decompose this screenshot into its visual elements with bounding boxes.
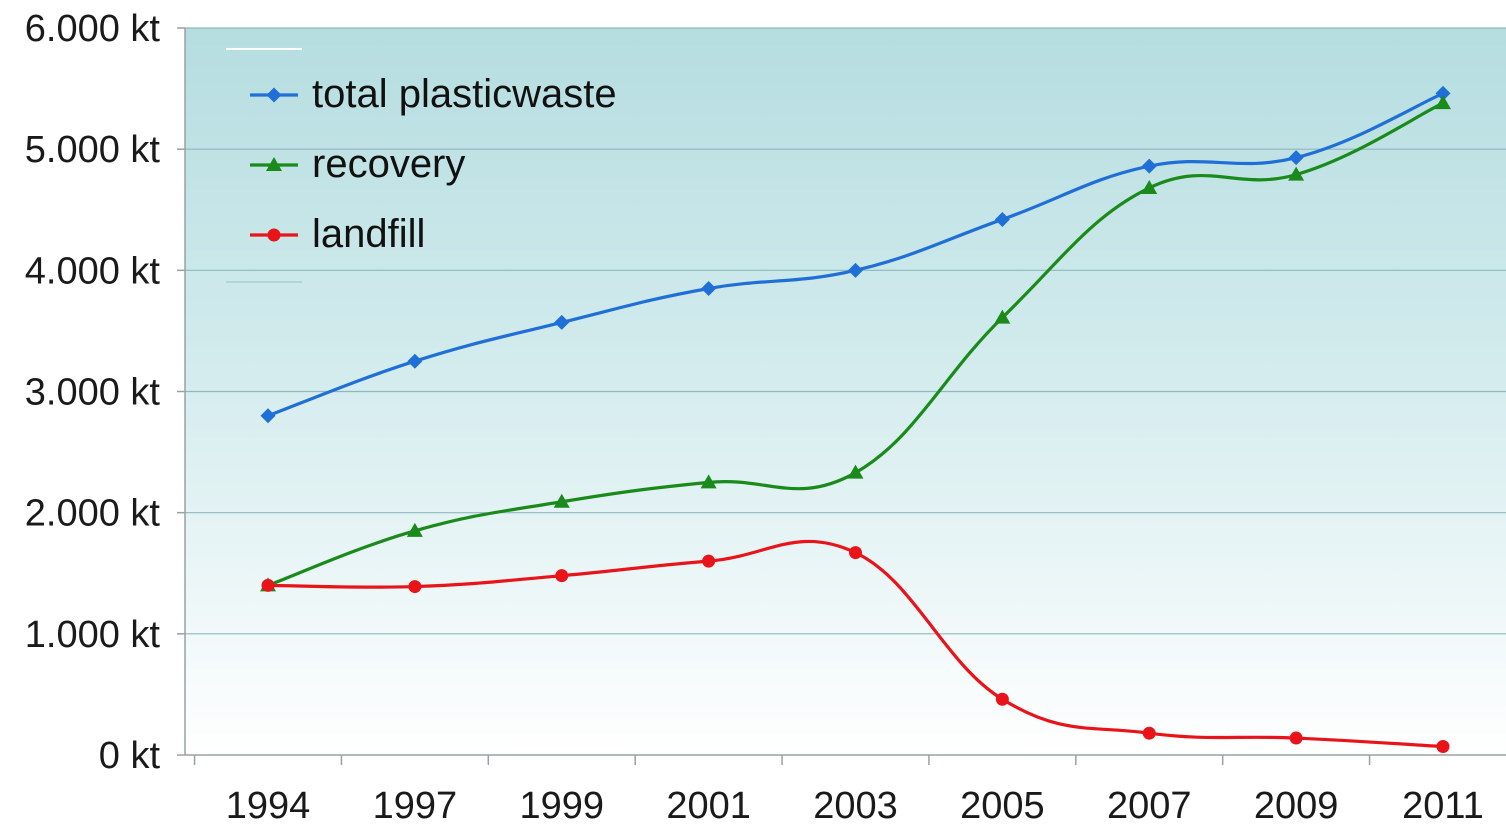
data-point	[1436, 740, 1450, 754]
data-point	[848, 262, 863, 278]
axes: 0 kt 1.000 kt 2.000 kt 3.000 kt 4.000 kt 5.00…	[25, 8, 1506, 825]
legend-swatch-marker	[267, 228, 281, 242]
data-point	[1141, 158, 1157, 174]
data-point	[408, 580, 422, 594]
series-diamond	[260, 85, 1451, 424]
legend-entry: recovery	[250, 142, 465, 186]
x-tick-label: 2001	[666, 785, 751, 825]
data-point	[700, 474, 717, 489]
data-point	[1142, 726, 1156, 740]
legend-label: total plasticwaste	[312, 72, 617, 116]
x-tick-label: 2005	[960, 785, 1045, 825]
data-point	[1289, 731, 1303, 745]
y-tick-label: 5.000 kt	[25, 129, 161, 171]
data-point	[701, 281, 717, 297]
data-point	[406, 522, 423, 537]
x-tick-label: 2011	[1402, 785, 1484, 825]
data-point	[847, 464, 864, 479]
y-tick-label: 3.000 kt	[25, 372, 161, 414]
legend-swatch-marker	[266, 87, 282, 103]
data-point	[1435, 95, 1451, 110]
x-tick-label: 1994	[226, 785, 311, 825]
series-line	[266, 101, 1445, 587]
data-point	[1288, 150, 1304, 166]
legend-label: landfill	[312, 212, 425, 256]
data-point	[994, 309, 1011, 324]
x-tick-label: 2009	[1254, 785, 1339, 825]
legend-label: recovery	[312, 142, 465, 186]
x-tick-label: 1999	[519, 785, 604, 825]
legend: total plasticwaste recovery landfill	[226, 48, 617, 283]
data-point	[994, 211, 1010, 227]
y-tick-label: 4.000 kt	[25, 250, 161, 292]
gridlines	[185, 27, 1506, 635]
data-point	[407, 353, 423, 369]
y-tick-label: 2.000 kt	[25, 493, 161, 535]
y-tick-label: 1.000 kt	[25, 614, 161, 656]
legend-swatch-marker	[266, 157, 282, 171]
data-point	[261, 578, 275, 592]
x-tick-label: 2007	[1107, 785, 1192, 825]
legend-entry: total plasticwaste	[250, 72, 617, 116]
data-point	[553, 493, 570, 508]
series-circle	[261, 539, 1450, 754]
x-tick-label: 1997	[373, 785, 458, 825]
data-point	[849, 546, 862, 560]
y-tick-label: 0 kt	[99, 735, 161, 777]
data-point	[995, 692, 1009, 706]
data-point	[1435, 85, 1451, 101]
data-point	[554, 314, 570, 330]
y-tick-label: 6.000 kt	[25, 8, 161, 50]
x-tick-label: 2003	[813, 785, 898, 825]
legend-entry: landfill	[250, 212, 425, 256]
data-point	[1288, 166, 1305, 181]
data-point	[260, 408, 276, 424]
data-point	[1141, 179, 1158, 194]
series	[260, 85, 1451, 754]
data-point	[555, 569, 569, 583]
series-triangle	[260, 95, 1451, 592]
data-point	[702, 554, 716, 568]
